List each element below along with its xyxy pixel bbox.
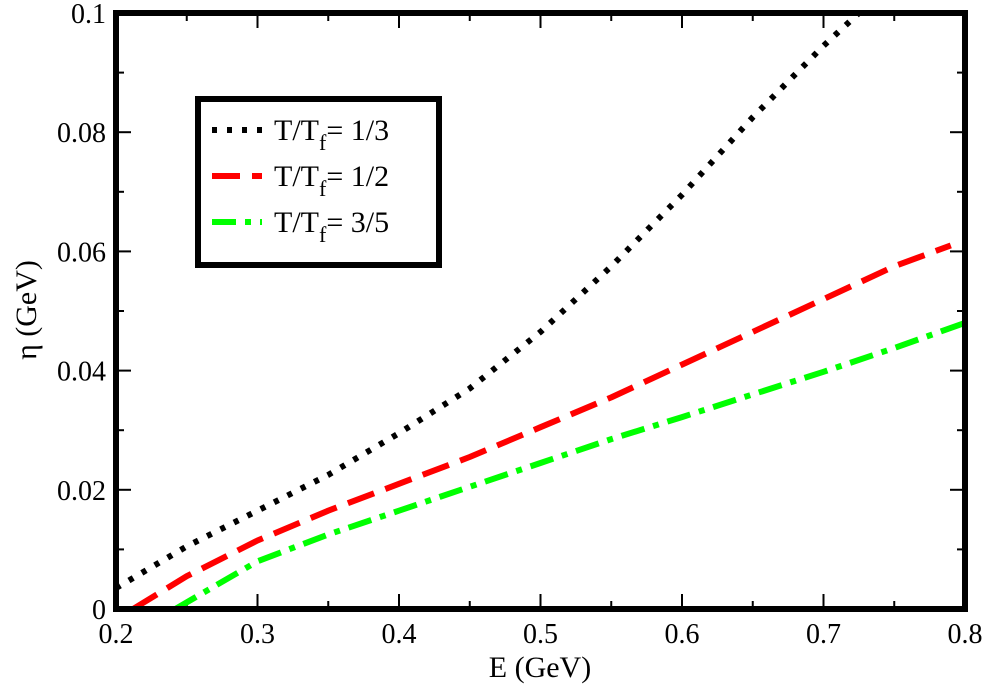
tick-labels: 0.2 0.3 0.4 0.5 0.6 0.7 0.8 0 0.02 0.04 0.06 0.08 0.… xyxy=(57,0,983,650)
x-tick-label: 0.3 xyxy=(240,619,275,650)
series-line-2 xyxy=(131,242,952,612)
legend: T/Tf= 1/3 T/Tf= 1/2 T/Tf= 3/5 xyxy=(195,96,442,268)
plot-frame xyxy=(113,10,968,612)
y-tick-label: 0.08 xyxy=(57,118,106,149)
series-line-1 xyxy=(114,10,861,591)
y-tick-label: 0.04 xyxy=(57,357,106,388)
x-tick-label: 0.2 xyxy=(99,619,134,650)
series-lines xyxy=(114,10,967,612)
y-tick-label: 0.1 xyxy=(71,0,106,30)
y-axis-label: η (GeV) xyxy=(10,260,43,360)
y-tick-label: 0.06 xyxy=(57,237,106,268)
x-tick-label: 0.5 xyxy=(523,619,558,650)
x-tick-label: 0.7 xyxy=(806,619,841,650)
legend-box xyxy=(195,96,442,268)
y-tick-label: 0.02 xyxy=(57,476,106,507)
x-tick-label: 0.6 xyxy=(665,619,700,650)
y-tick-label: 0 xyxy=(92,595,106,626)
x-tick-label: 0.4 xyxy=(382,619,417,650)
x-tick-label: 0.8 xyxy=(948,619,983,650)
legend-label-1: T/Tf= 1/3 xyxy=(274,114,389,155)
series-line-3 xyxy=(173,320,967,612)
x-axis-label: E (GeV) xyxy=(489,651,591,684)
legend-label-3: T/Tf= 3/5 xyxy=(274,206,389,247)
legend-label-2: T/Tf= 1/2 xyxy=(274,160,389,201)
